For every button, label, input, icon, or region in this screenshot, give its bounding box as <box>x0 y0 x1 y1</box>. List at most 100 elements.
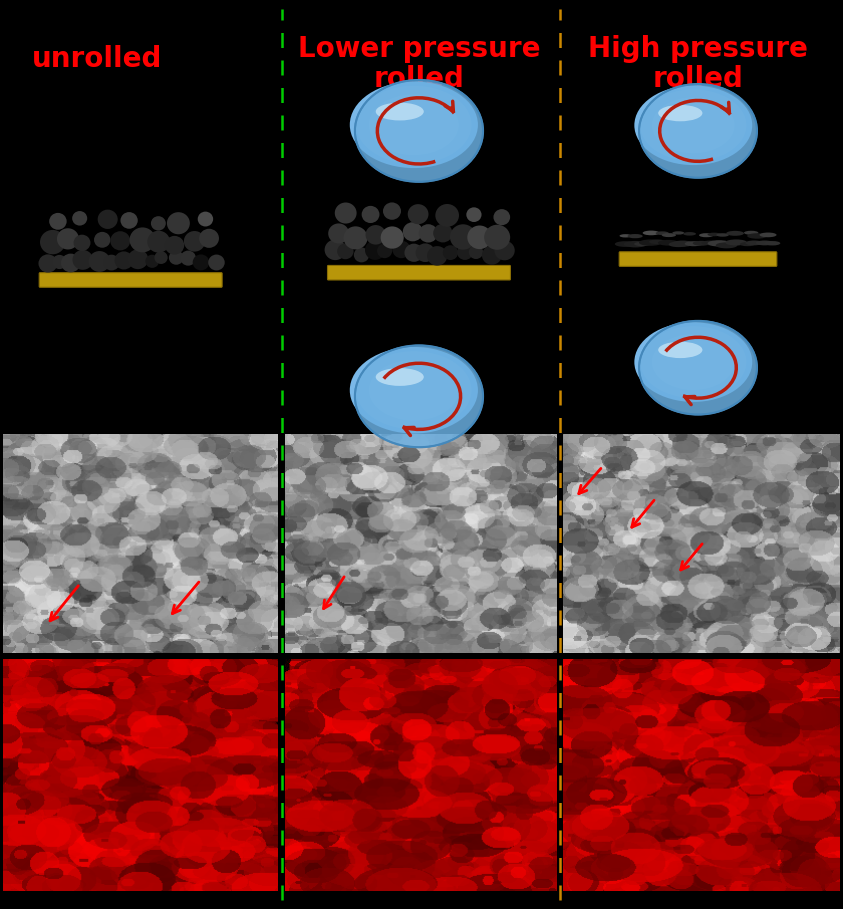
Ellipse shape <box>707 240 730 246</box>
Ellipse shape <box>640 326 746 398</box>
FancyBboxPatch shape <box>619 252 777 266</box>
Ellipse shape <box>39 255 57 273</box>
Ellipse shape <box>469 245 483 259</box>
Ellipse shape <box>98 210 118 229</box>
Ellipse shape <box>699 234 714 237</box>
Ellipse shape <box>72 250 93 270</box>
Ellipse shape <box>383 203 401 220</box>
Ellipse shape <box>435 204 459 227</box>
Ellipse shape <box>115 252 133 269</box>
Ellipse shape <box>392 241 411 258</box>
Ellipse shape <box>72 211 87 225</box>
Ellipse shape <box>662 233 676 237</box>
Ellipse shape <box>634 242 650 246</box>
Ellipse shape <box>89 251 110 272</box>
Ellipse shape <box>652 335 734 390</box>
Ellipse shape <box>615 241 636 247</box>
Ellipse shape <box>355 80 483 182</box>
Ellipse shape <box>652 97 734 153</box>
Ellipse shape <box>658 240 679 245</box>
Ellipse shape <box>419 225 438 243</box>
Ellipse shape <box>634 323 752 402</box>
Ellipse shape <box>701 241 718 245</box>
Ellipse shape <box>747 234 767 239</box>
Ellipse shape <box>180 251 196 265</box>
Ellipse shape <box>357 351 471 429</box>
Ellipse shape <box>403 222 422 242</box>
Ellipse shape <box>350 347 478 434</box>
Ellipse shape <box>760 233 776 237</box>
Ellipse shape <box>756 241 774 245</box>
Ellipse shape <box>658 105 702 121</box>
Text: High pressure
rolled: High pressure rolled <box>588 35 808 93</box>
Ellipse shape <box>482 245 502 265</box>
Ellipse shape <box>127 249 148 269</box>
FancyBboxPatch shape <box>40 273 223 287</box>
Ellipse shape <box>494 241 515 260</box>
Ellipse shape <box>121 212 137 229</box>
Ellipse shape <box>169 251 184 265</box>
Ellipse shape <box>354 247 369 263</box>
Ellipse shape <box>443 245 458 260</box>
Ellipse shape <box>658 342 702 358</box>
Ellipse shape <box>130 227 155 253</box>
Ellipse shape <box>110 231 130 250</box>
Ellipse shape <box>357 85 471 164</box>
Ellipse shape <box>433 224 453 243</box>
Ellipse shape <box>337 244 353 259</box>
Ellipse shape <box>193 255 209 270</box>
Ellipse shape <box>693 241 711 245</box>
Ellipse shape <box>639 239 662 245</box>
Ellipse shape <box>745 241 763 245</box>
Ellipse shape <box>765 241 781 245</box>
FancyBboxPatch shape <box>327 265 511 280</box>
Ellipse shape <box>355 345 483 447</box>
Ellipse shape <box>40 230 65 255</box>
Ellipse shape <box>344 226 368 249</box>
Ellipse shape <box>717 234 729 236</box>
Ellipse shape <box>350 82 478 168</box>
Ellipse shape <box>405 244 423 262</box>
Ellipse shape <box>624 241 647 247</box>
Ellipse shape <box>145 255 159 268</box>
Ellipse shape <box>639 321 757 415</box>
Ellipse shape <box>640 89 746 161</box>
Ellipse shape <box>365 240 385 260</box>
Ellipse shape <box>634 85 752 165</box>
Ellipse shape <box>672 231 685 235</box>
Ellipse shape <box>493 209 510 225</box>
Ellipse shape <box>668 242 688 247</box>
Ellipse shape <box>656 232 668 235</box>
Ellipse shape <box>467 225 491 249</box>
Ellipse shape <box>726 231 744 235</box>
Ellipse shape <box>369 95 459 155</box>
Ellipse shape <box>672 241 694 246</box>
Ellipse shape <box>73 235 90 251</box>
Ellipse shape <box>639 84 757 178</box>
Ellipse shape <box>369 360 459 421</box>
Ellipse shape <box>716 243 738 248</box>
Ellipse shape <box>103 255 120 271</box>
Ellipse shape <box>151 216 166 231</box>
Ellipse shape <box>148 231 170 253</box>
Ellipse shape <box>642 231 659 235</box>
Ellipse shape <box>52 255 67 269</box>
Ellipse shape <box>685 241 703 246</box>
Ellipse shape <box>408 205 428 225</box>
Ellipse shape <box>184 231 205 252</box>
Ellipse shape <box>376 103 424 121</box>
Ellipse shape <box>707 233 721 236</box>
Ellipse shape <box>376 368 424 386</box>
Ellipse shape <box>457 245 473 260</box>
Ellipse shape <box>466 207 481 222</box>
Ellipse shape <box>167 212 190 235</box>
Ellipse shape <box>725 239 747 245</box>
Ellipse shape <box>427 246 448 265</box>
Ellipse shape <box>335 203 357 224</box>
Ellipse shape <box>362 205 379 223</box>
Ellipse shape <box>381 226 404 249</box>
Ellipse shape <box>61 254 80 273</box>
Ellipse shape <box>328 224 349 244</box>
Ellipse shape <box>377 244 392 258</box>
Ellipse shape <box>484 225 510 250</box>
